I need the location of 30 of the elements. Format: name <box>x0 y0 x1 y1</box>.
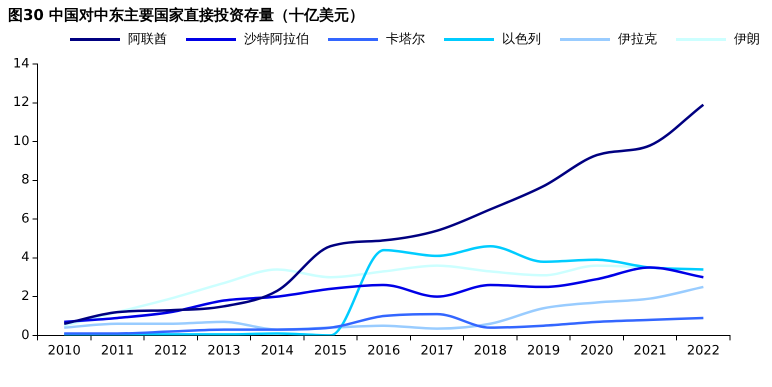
x-tick-label: 2017 <box>420 344 454 359</box>
y-tick-label: 14 <box>12 56 30 72</box>
x-tick-label: 2011 <box>100 344 134 359</box>
x-tick-label: 2021 <box>634 344 667 359</box>
x-tick-label: 2019 <box>527 344 560 359</box>
legend-label: 以色列 <box>501 31 541 48</box>
x-tick-label: 2010 <box>48 344 81 359</box>
x-tick-label: 2016 <box>367 344 400 359</box>
chart-title: 图30 中国对中东主要国家直接投资存量（十亿美元） <box>8 6 364 25</box>
y-tick-label: 4 <box>21 250 30 266</box>
y-tick-label: 12 <box>12 95 30 110</box>
x-tick-label: 2018 <box>474 344 507 359</box>
y-tick-label: 8 <box>21 172 30 188</box>
legend-label: 卡塔尔 <box>385 31 425 48</box>
legend-label: 沙特阿拉伯 <box>243 31 309 48</box>
x-tick-label: 2015 <box>314 344 348 359</box>
y-tick-label: 6 <box>21 211 30 226</box>
line-series <box>62 103 705 326</box>
x-tick-label: 2012 <box>154 344 188 359</box>
y-tick-label: 10 <box>12 134 30 149</box>
legend-label: 阿联酋 <box>127 31 167 48</box>
x-tick-label: 2020 <box>580 344 614 359</box>
x-tick-label: 2014 <box>260 344 294 359</box>
x-tick-label: 2022 <box>686 344 720 359</box>
legend-label: 伊拉克 <box>617 31 657 48</box>
line-series <box>62 312 705 335</box>
y-tick-label: 0 <box>21 328 30 343</box>
x-tick-label: 2013 <box>207 344 241 359</box>
y-tick-label: 2 <box>21 289 30 304</box>
legend-label: 伊朗 <box>733 31 760 48</box>
